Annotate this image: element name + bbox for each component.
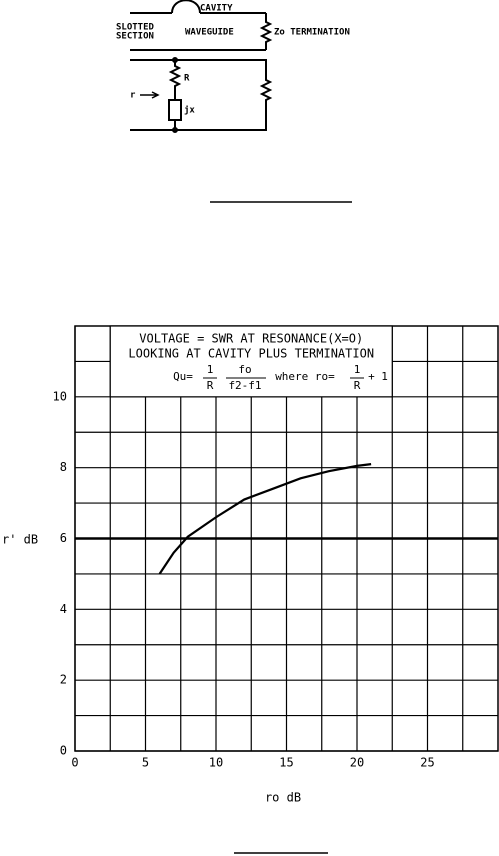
termination-resistor xyxy=(259,13,273,50)
y-tick-label: 10 xyxy=(53,389,67,403)
annotation: 1 xyxy=(207,363,214,376)
annotation: + 1 xyxy=(368,370,388,383)
node xyxy=(172,57,178,63)
y-axis-label: r' dB xyxy=(2,533,38,547)
y-tick-label: 0 xyxy=(60,744,67,758)
x-tick-label: 15 xyxy=(279,756,293,770)
x-tick-label: 5 xyxy=(142,756,149,770)
jx-element xyxy=(168,99,182,121)
label: CAVITY xyxy=(200,4,233,14)
annotation: VOLTAGE = SWR AT RESONANCE(X=O) xyxy=(139,332,363,346)
y-tick-label: 8 xyxy=(60,460,67,474)
arrow xyxy=(140,91,160,99)
x-tick-label: 20 xyxy=(350,756,364,770)
y-tick-label: 2 xyxy=(60,673,67,687)
waveguide-lines xyxy=(130,12,266,51)
annotation: fo xyxy=(238,363,251,376)
annotation: R xyxy=(207,379,214,392)
annotation: where ro= xyxy=(275,370,335,383)
label: SLOTTED xyxy=(116,23,155,33)
cavity-loop xyxy=(171,0,201,14)
label: jx xyxy=(184,105,195,116)
annotation: R xyxy=(354,379,361,392)
y-tick-label: 6 xyxy=(60,531,67,545)
circuit-diagram: CAVITY SLOTTED SECTION WAVEGUIDE Zo TERM… xyxy=(116,0,350,133)
annotation: f2-f1 xyxy=(228,379,261,392)
annotation: LOOKING AT CAVITY PLUS TERMINATION xyxy=(128,347,374,361)
label: WAVEGUIDE xyxy=(185,28,234,38)
label: r xyxy=(130,91,136,101)
x-tick-label: 0 xyxy=(71,756,78,770)
equivalent-circuit xyxy=(130,59,273,131)
node xyxy=(172,127,178,133)
label: Zo TERMINATION xyxy=(274,28,350,38)
x-tick-label: 25 xyxy=(420,756,434,770)
annotation: 1 xyxy=(354,363,361,376)
x-tick-label: 10 xyxy=(209,756,223,770)
label: R xyxy=(184,74,190,84)
x-axis-label: ro dB xyxy=(265,791,301,805)
data-line xyxy=(158,463,372,575)
annotation: Qu= xyxy=(173,370,193,383)
y-tick-label: 4 xyxy=(60,602,67,616)
annotation-box xyxy=(109,325,393,398)
label: SECTION xyxy=(116,32,154,42)
